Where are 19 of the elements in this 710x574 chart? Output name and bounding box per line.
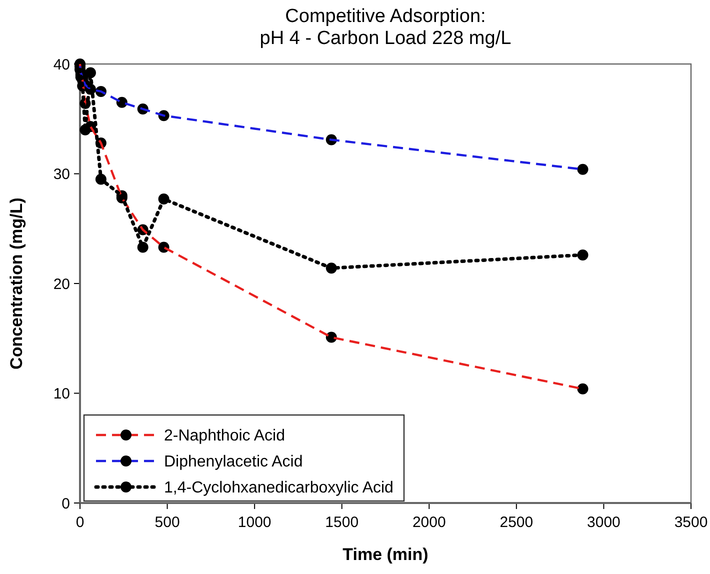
legend-label: 2-Naphthoic Acid (164, 428, 285, 445)
y-tick-label: 40 (53, 56, 70, 74)
x-axis-title: Time (min) (342, 545, 428, 564)
legend-label: 1,4-Cyclohxanedicarboxylic Acid (164, 480, 394, 497)
y-tick-label: 20 (53, 276, 70, 293)
y-tick-label: 30 (53, 166, 70, 183)
x-tick-label: 3000 (587, 514, 620, 531)
x-tick-label: 500 (154, 514, 180, 531)
chart-title: Competitive Adsorption: pH 4 - Carbon Load 228 mg/L (260, 6, 512, 49)
x-tick-label: 3500 (674, 514, 708, 531)
y-tick-label: 0 (62, 495, 70, 512)
x-tick-label: 1000 (238, 514, 272, 531)
x-tick-label: 2000 (412, 514, 446, 531)
x-tick-label: 1500 (325, 514, 359, 531)
x-tick-label: 2500 (500, 514, 534, 531)
legend-label: Diphenylacetic Acid (164, 454, 303, 471)
y-axis-title: Concentration (mg/L) (7, 198, 26, 370)
x-tick-label: 0 (76, 514, 84, 531)
y-tick-label: 10 (53, 386, 70, 402)
